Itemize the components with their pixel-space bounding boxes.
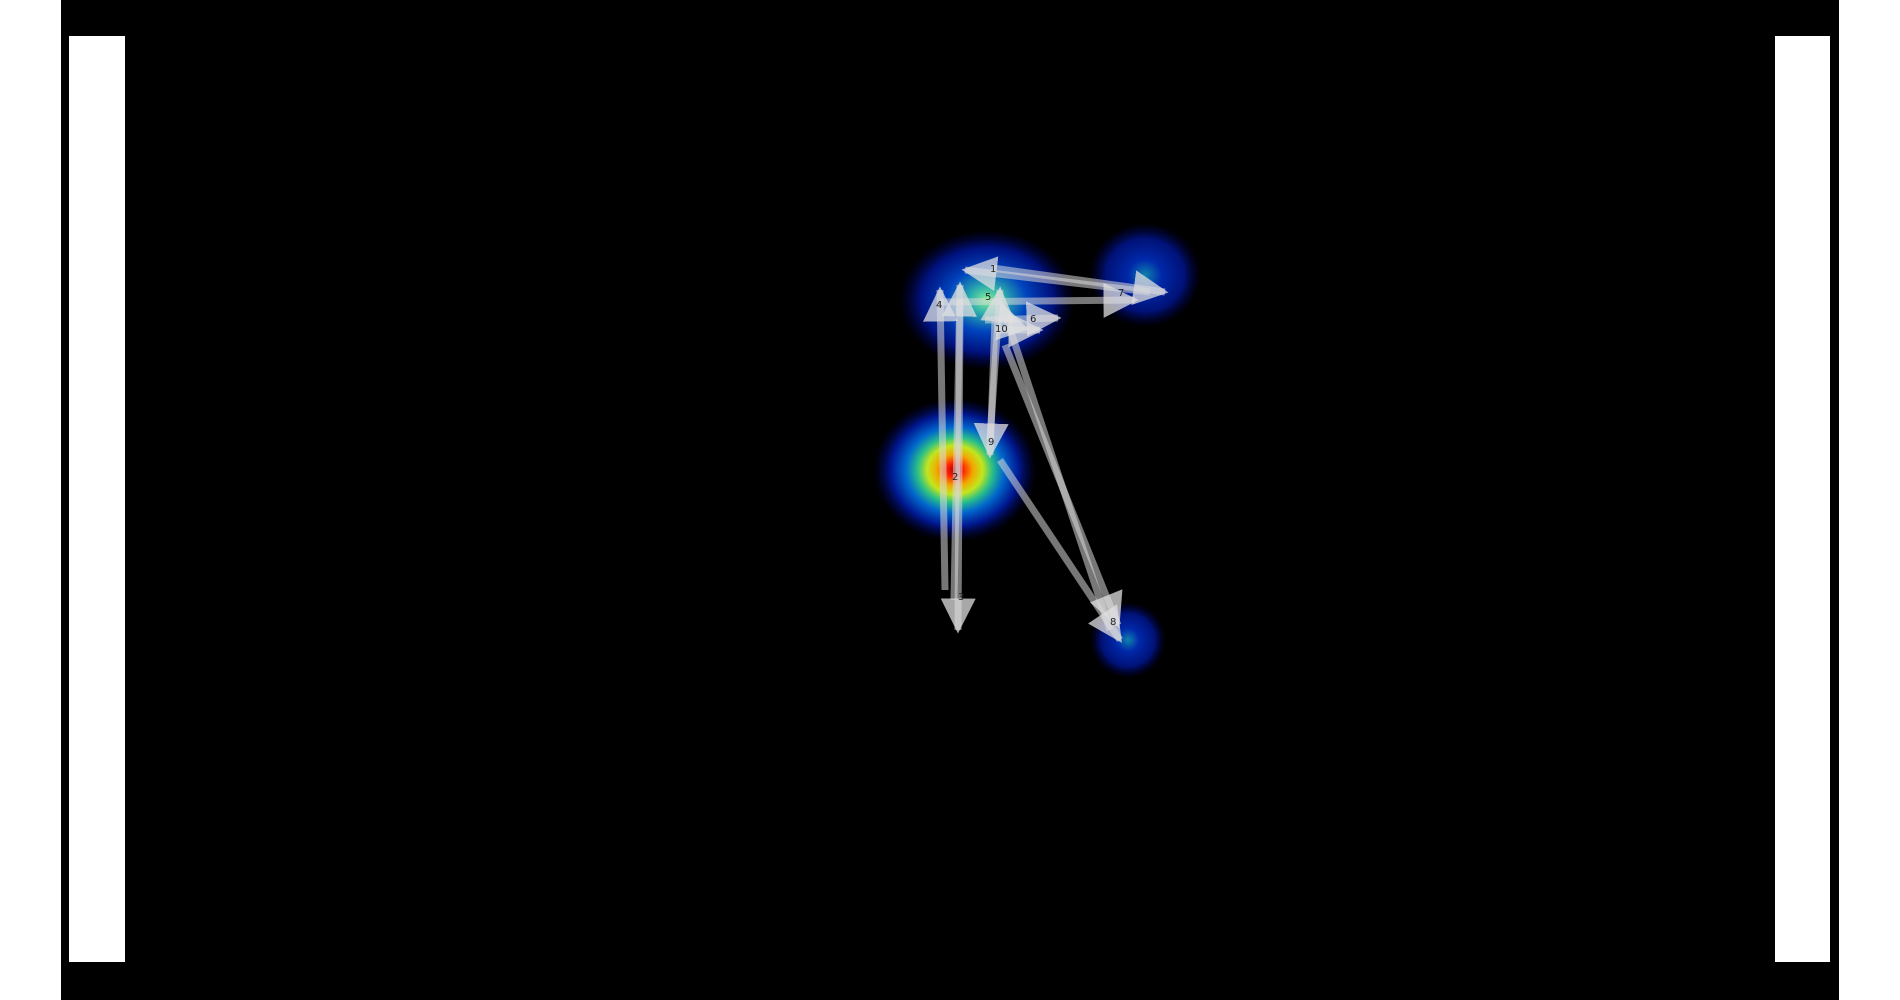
fixation-label: 8 (1110, 617, 1116, 628)
fixation-label: 2 (952, 472, 958, 483)
saccade-arrow (939, 282, 1139, 318)
fixation-label: 9 (988, 437, 994, 448)
scanpath-layer (923, 256, 1169, 643)
fixation-label: 1 (990, 264, 996, 275)
fixation-labels: 1 2 3 4 5 6 7 8 9 10 (936, 264, 1124, 628)
fixation-label: 3 (958, 592, 964, 603)
left-side-panel (69, 36, 125, 962)
fixation-label: 5 (985, 292, 991, 303)
right-side-panel (1775, 36, 1830, 962)
saccade-arrow (923, 286, 959, 591)
saccade-arrow (941, 281, 977, 601)
fixation-label: 4 (936, 300, 942, 311)
saccade-arrow (997, 458, 1123, 643)
saccade-arrow (973, 319, 1009, 459)
fixation-label: 6 (1030, 314, 1036, 325)
fixation-label: 10 (995, 324, 1008, 335)
heatmap-hotspot (1089, 223, 1201, 327)
fixation-label: 7 (1118, 288, 1124, 299)
saccade-arrow (995, 301, 1114, 632)
